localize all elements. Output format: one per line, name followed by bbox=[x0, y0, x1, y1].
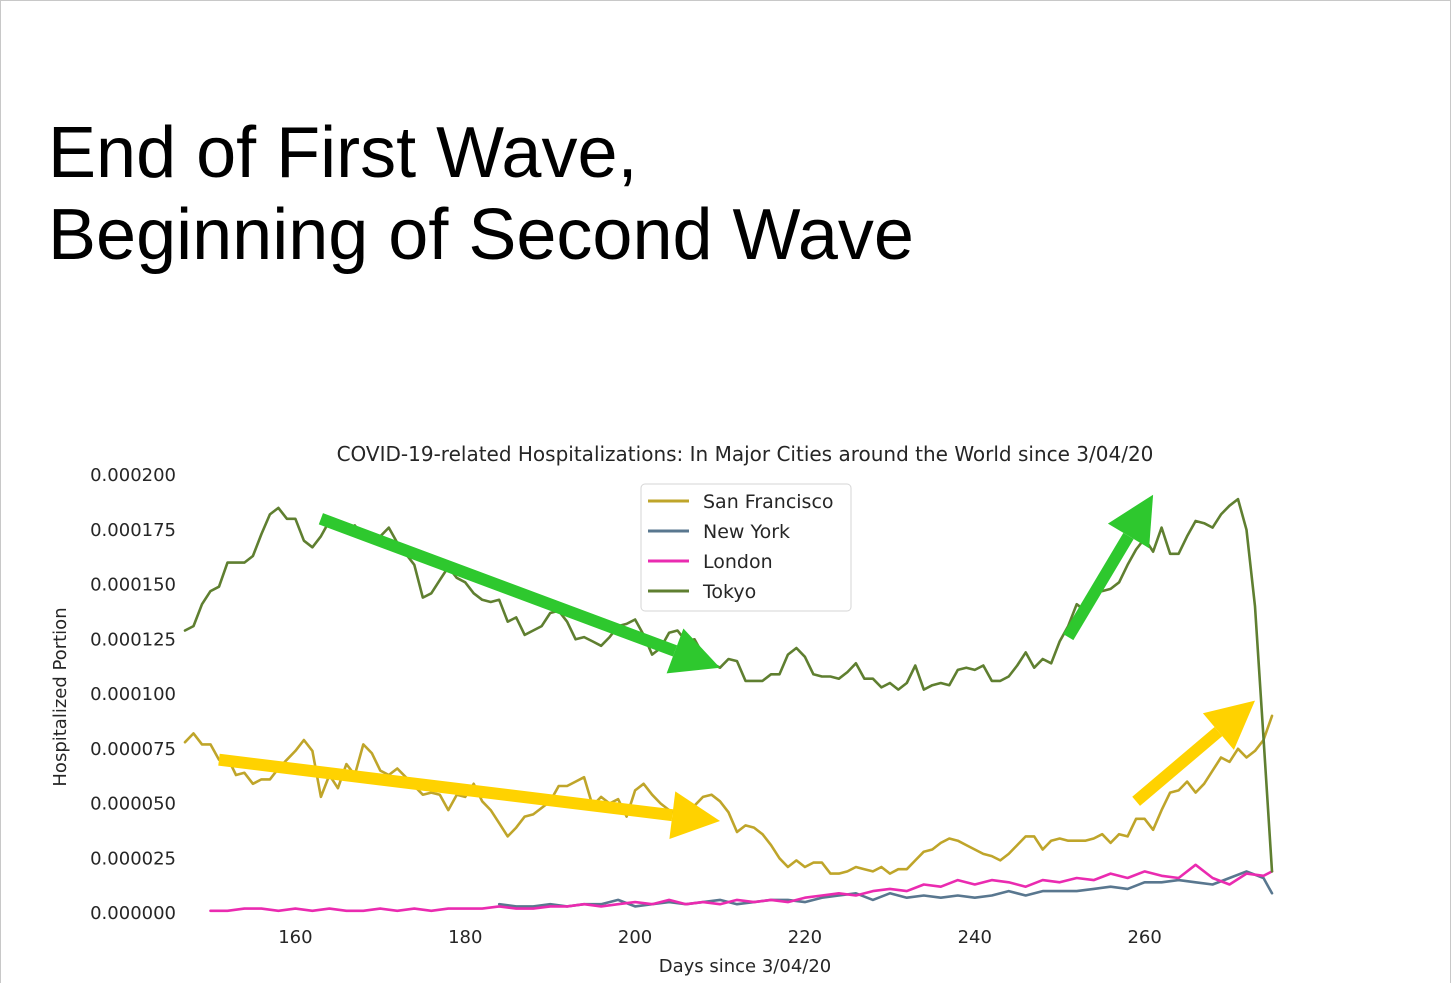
arrow-head bbox=[1107, 494, 1154, 549]
y-tick-label: 0.000150 bbox=[90, 575, 176, 596]
legend-frame bbox=[640, 483, 852, 612]
hospitalization-chart: COVID-19-related Hospitalizations: In Ma… bbox=[50, 442, 1274, 977]
arrow-head bbox=[1202, 700, 1255, 750]
x-tick-label: 160 bbox=[278, 927, 312, 948]
x-tick-label: 220 bbox=[788, 927, 822, 948]
x-tick-label: 200 bbox=[618, 927, 652, 948]
arrow-shaft bbox=[1063, 532, 1134, 641]
legend-label: Tokyo bbox=[702, 581, 756, 603]
y-axis-ticks: 0.000000 0.000025 0.000050 0.000075 0.000100… bbox=[90, 465, 176, 924]
arrow-head bbox=[666, 628, 720, 674]
series-line-san-francisco bbox=[183, 714, 1274, 875]
annotation-arrow bbox=[318, 513, 720, 674]
y-tick-label: 0.000200 bbox=[90, 465, 176, 486]
x-tick-label: 180 bbox=[448, 927, 482, 948]
arrow-shaft bbox=[1132, 727, 1223, 806]
x-axis-label: Days since 3/04/20 bbox=[659, 956, 832, 977]
y-tick-label: 0.000050 bbox=[90, 794, 176, 815]
y-tick-label: 0.000075 bbox=[90, 739, 176, 760]
x-axis-ticks: 160 180 200 220 240 260 bbox=[278, 927, 1162, 948]
y-tick-label: 0.000100 bbox=[90, 684, 176, 705]
legend-label: New York bbox=[703, 521, 790, 543]
arrow-shaft bbox=[318, 513, 678, 657]
x-tick-label: 260 bbox=[1127, 927, 1161, 948]
legend-item: Tokyo bbox=[648, 581, 756, 603]
legend-label: London bbox=[703, 551, 773, 573]
arrow-shaft bbox=[218, 753, 674, 822]
series-line-london bbox=[209, 863, 1274, 913]
y-tick-label: 0.000125 bbox=[90, 629, 176, 650]
legend-item: New York bbox=[648, 521, 790, 543]
series-line-new-york bbox=[497, 870, 1274, 908]
slide-title: End of First Wave, Beginning of Second W… bbox=[48, 112, 914, 276]
annotation-arrows bbox=[218, 494, 1255, 839]
annotation-arrow bbox=[1063, 494, 1154, 641]
legend-label: San Francisco bbox=[703, 491, 834, 513]
legend-item: London bbox=[648, 551, 773, 573]
y-axis-label: Hospitalized Portion bbox=[50, 607, 71, 786]
annotation-arrow bbox=[1132, 700, 1255, 806]
slide-title-line-1: End of First Wave, bbox=[48, 113, 638, 193]
arrow-head bbox=[669, 791, 720, 839]
chart-title: COVID-19-related Hospitalizations: In Ma… bbox=[337, 442, 1154, 466]
y-tick-label: 0.000175 bbox=[90, 520, 176, 541]
y-tick-label: 0.000000 bbox=[90, 903, 176, 924]
legend: San Francisco New York London Tokyo bbox=[640, 483, 852, 612]
annotation-arrow bbox=[218, 753, 720, 839]
x-tick-label: 240 bbox=[958, 927, 992, 948]
legend-item: San Francisco bbox=[648, 491, 834, 513]
slide-title-line-2: Beginning of Second Wave bbox=[48, 195, 914, 275]
y-tick-label: 0.000025 bbox=[90, 848, 176, 869]
